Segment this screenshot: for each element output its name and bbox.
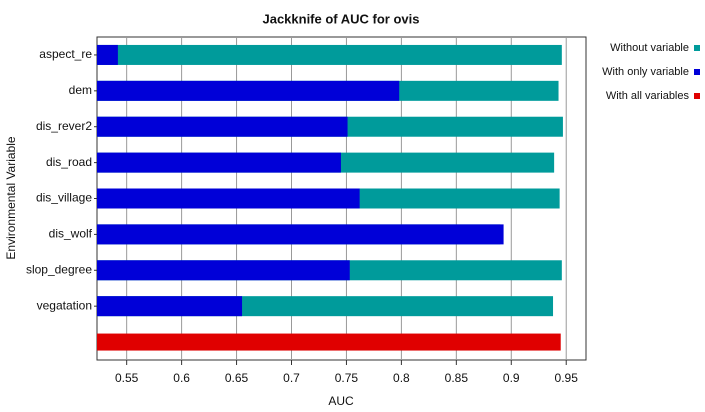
x-tick-label: 0.9 [503,371,520,385]
bar [97,152,341,173]
y-tick-label: vegatation [37,298,92,312]
y-tick-label: dis_wolf [49,227,93,241]
bar [97,333,561,351]
y-axis-label: Environmental Variable [4,136,18,260]
y-tick-label: dis_rever2 [36,119,92,133]
bar [97,188,360,209]
x-tick-label: 0.8 [393,371,410,385]
legend-label: Without variable [610,42,689,54]
x-tick-label: 0.85 [445,371,469,385]
y-tick-label: dis_road [46,155,92,169]
x-axis-label: AUC [328,394,354,408]
legend-swatch [694,45,700,51]
bar [97,224,504,245]
y-tick-label: dis_village [36,191,92,205]
x-tick-label: 0.95 [555,371,579,385]
bar [97,44,562,65]
x-tick-label: 0.6 [173,371,190,385]
legend-label: With all variables [606,90,690,102]
bar [97,80,400,101]
legend-swatch [694,93,700,99]
x-tick-label: 0.65 [225,371,249,385]
bar [97,116,348,137]
x-tick-label: 0.75 [335,371,359,385]
y-tick-label: dem [69,83,92,97]
bar [97,296,243,317]
x-tick-label: 0.7 [283,371,300,385]
legend-label: With only variable [602,66,689,78]
legend-swatch [694,69,700,75]
bar [97,260,350,281]
chart-title: Jackknife of AUC for ovis [262,11,419,26]
y-tick-label: slop_degree [26,262,92,276]
y-tick-label: aspect_re [39,47,92,61]
bar [97,44,118,65]
x-tick-label: 0.55 [115,371,139,385]
